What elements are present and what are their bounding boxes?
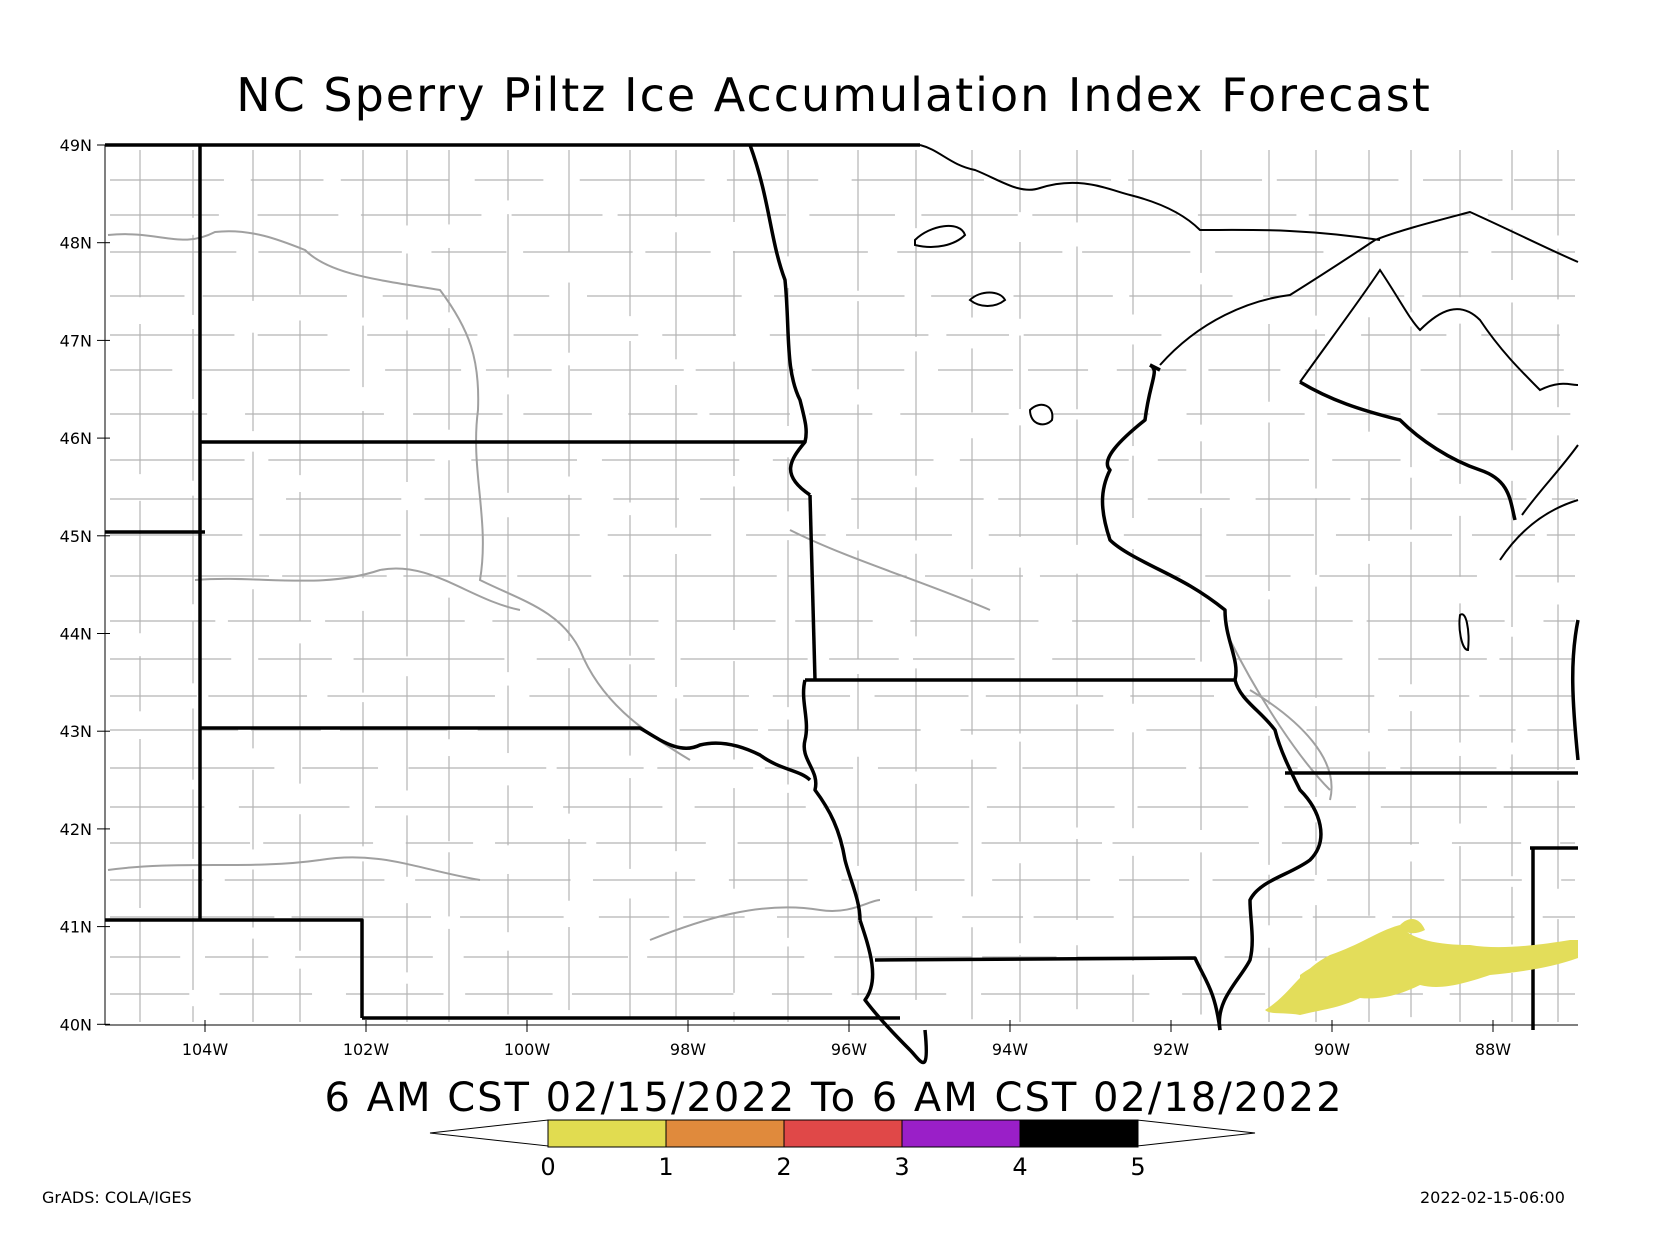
legend-labels: 0 1 2 3 4 5 (540, 1153, 1145, 1181)
legend-swatch (783, 1119, 903, 1148)
credit-text: GrADS: COLA/IGES (42, 1188, 192, 1207)
lake-of-the-woods (914, 224, 967, 248)
legend-swatch (901, 1119, 1021, 1148)
iowa-illinois-border (1217, 679, 1323, 1031)
legend-label: 1 (658, 1153, 673, 1181)
michigan-up-shore (1299, 268, 1579, 392)
north-dakota-minnesota-border (748, 144, 811, 497)
lat-label: 45N (60, 527, 92, 546)
legend-swatches (547, 1119, 1139, 1148)
lon-label: 96W (831, 1040, 867, 1059)
iowa-nebraska-border (858, 919, 929, 1065)
minnesota-canada-border (919, 144, 1381, 241)
legend-swatch (1019, 1119, 1139, 1148)
ice-shade-region (1400, 918, 1425, 934)
legend-label: 5 (1130, 1153, 1145, 1181)
nebraska-colorado-border (105, 918, 364, 1018)
legend-label: 3 (894, 1153, 909, 1181)
south-dakota-nebraska-border (200, 726, 812, 782)
ice-accumulation-shading (1265, 918, 1578, 1015)
ice-shade-region (1265, 925, 1578, 1015)
legend-left-arrow (429, 1119, 549, 1147)
lon-label: 100W (504, 1040, 551, 1059)
lon-label: 88W (1475, 1040, 1511, 1059)
legend-label: 2 (776, 1153, 791, 1181)
green-bay (1499, 499, 1579, 561)
lat-label: 48N (60, 234, 92, 253)
longitude-ticks: 104W 102W 100W 98W 96W 94W 92W 90W 88W (182, 1020, 1511, 1059)
lat-label: 44N (60, 625, 92, 644)
lat-label: 43N (60, 722, 92, 741)
minnesota-wisconsin-border (1100, 363, 1238, 681)
lake-winnebago (1458, 613, 1470, 652)
minnesota-wisconsin-north (1149, 363, 1161, 372)
rivers (107, 230, 1333, 941)
legend-label: 4 (1012, 1153, 1027, 1181)
lat-label: 42N (60, 820, 92, 839)
timestamp-text: 2022-02-15-06:00 (1420, 1188, 1565, 1207)
lat-label: 41N (60, 918, 92, 937)
county-boundaries (110, 150, 1575, 1022)
lat-label: 40N (60, 1015, 92, 1034)
lakes (914, 210, 1579, 652)
state-boundaries (105, 143, 1580, 1065)
lon-label: 102W (343, 1040, 390, 1059)
lat-label: 49N (60, 136, 92, 155)
south-dakota-minnesota-border (808, 494, 817, 681)
legend-label: 0 (540, 1153, 555, 1181)
lon-label: 92W (1153, 1040, 1189, 1059)
color-legend: 0 1 2 3 4 5 (429, 1119, 1256, 1181)
valid-period: 6 AM CST 02/15/2022 To 6 AM CST 02/18/20… (324, 1075, 1344, 1121)
mille-lacs (1028, 403, 1054, 426)
illinois-indiana-border (1530, 846, 1578, 1030)
lake-michigan-shore (1571, 619, 1580, 761)
latitude-ticks: 49N 48N 47N 46N 45N 44N 43N 42N 41N 40N (60, 136, 110, 1034)
ice-shade-region (1300, 959, 1355, 985)
lake-superior-shore (1159, 210, 1579, 366)
legend-swatch (547, 1119, 667, 1148)
wisconsin-michigan-border (1299, 380, 1517, 521)
lat-label: 47N (60, 331, 92, 350)
south-dakota-iowa-border (801, 679, 862, 921)
lat-label: 46N (60, 429, 92, 448)
lon-label: 98W (670, 1040, 706, 1059)
door-peninsula (1521, 444, 1579, 516)
legend-right-arrow (1136, 1119, 1256, 1147)
lon-label: 94W (992, 1040, 1028, 1059)
lon-label: 104W (182, 1040, 229, 1059)
page-title: NC Sperry Piltz Ice Accumulation Index F… (236, 68, 1432, 122)
red-lake (968, 291, 1007, 307)
lon-label: 90W (1314, 1040, 1350, 1059)
legend-swatch (665, 1119, 785, 1148)
